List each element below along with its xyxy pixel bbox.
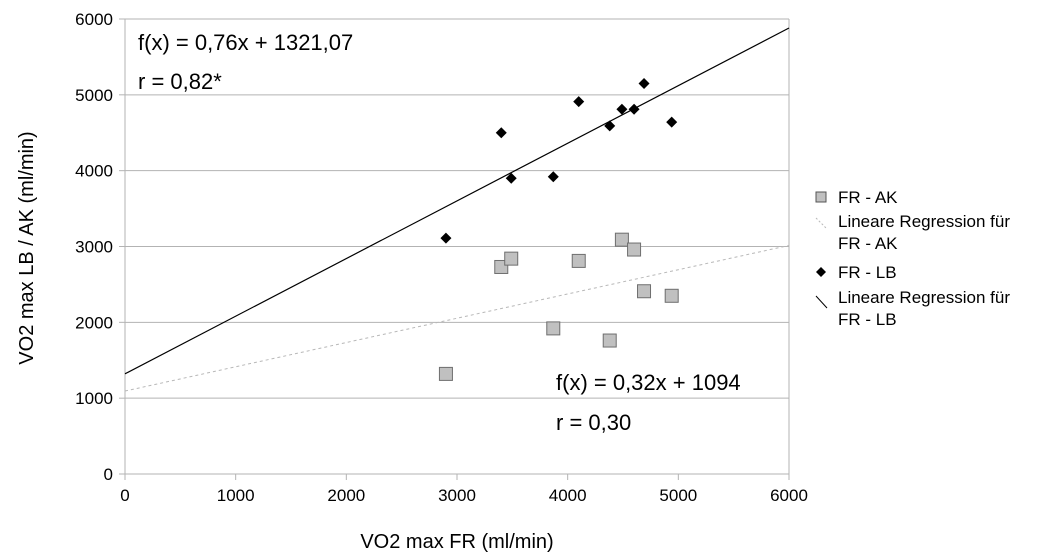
- x-tick-label: 1000: [217, 486, 255, 505]
- point-fr-ak: [602, 333, 617, 348]
- regression-line-fr-ak: [124, 244, 790, 392]
- legend-label-fr-ak: FR - AK: [838, 188, 898, 207]
- legend-label-ak-regression-line1: Lineare Regression für: [838, 212, 1010, 231]
- regression-lines: [124, 27, 790, 392]
- legend-square-marker: [815, 191, 827, 203]
- lb-correlation: r = 0,82*: [138, 69, 222, 94]
- tick-labels: 0 1000 2000 3000 4000 5000 6000 0 1000 2000 3000 40…: [75, 10, 808, 505]
- point-fr-lb: [638, 77, 650, 89]
- ak-correlation: r = 0,30: [556, 410, 631, 435]
- point-fr-lb: [495, 127, 507, 139]
- point-fr-ak: [546, 321, 561, 336]
- point-fr-ak: [627, 242, 642, 257]
- regression-line-fr-lb: [124, 27, 790, 375]
- x-tick-label: 6000: [770, 486, 808, 505]
- point-fr-lb: [440, 232, 452, 244]
- x-tick-label: 3000: [438, 486, 476, 505]
- point-fr-ak: [438, 366, 453, 381]
- point-fr-lb: [604, 120, 616, 132]
- x-tick-label: 5000: [659, 486, 697, 505]
- point-fr-lb: [616, 103, 628, 115]
- x-tick-label: 0: [120, 486, 129, 505]
- y-tick-label: 6000: [75, 10, 113, 29]
- lb-regression-equation: f(x) = 0,76x + 1321,07: [138, 30, 353, 55]
- legend-diamond-marker: [816, 267, 826, 277]
- point-fr-lb: [547, 171, 559, 183]
- legend: FR - AK Lineare Regression für FR - AK F…: [815, 188, 1010, 329]
- x-axis-title: VO2 max FR (ml/min): [360, 531, 553, 553]
- grid-lines: [119, 18, 790, 480]
- y-tick-label: 0: [104, 465, 113, 484]
- y-tick-label: 5000: [75, 86, 113, 105]
- x-tick-label: 2000: [327, 486, 365, 505]
- ak-regression-equation: f(x) = 0,32x + 1094: [556, 370, 741, 395]
- point-fr-lb: [666, 116, 678, 128]
- point-fr-ak: [637, 284, 652, 299]
- legend-label-lb-regression-line1: Lineare Regression für: [838, 288, 1010, 307]
- legend-label-ak-regression-line2: FR - AK: [838, 234, 898, 253]
- y-tick-label: 4000: [75, 162, 113, 181]
- point-fr-lb: [573, 96, 585, 108]
- y-tick-label: 2000: [75, 313, 113, 332]
- y-axis-title: VO2 max LB / AK (ml/min): [16, 131, 38, 364]
- point-fr-ak: [504, 251, 519, 266]
- plot-area: [124, 19, 790, 474]
- point-fr-lb: [505, 172, 517, 184]
- point-fr-ak: [571, 253, 586, 268]
- data-points: [438, 77, 679, 381]
- legend-label-lb-regression-line2: FR - LB: [838, 310, 897, 329]
- point-fr-ak: [664, 288, 679, 303]
- y-tick-label: 1000: [75, 389, 113, 408]
- legend-solid-line-marker: [815, 295, 828, 309]
- legend-dashed-line-marker: [815, 217, 827, 229]
- point-fr-ak: [614, 232, 629, 247]
- x-tick-label: 4000: [549, 486, 587, 505]
- legend-label-fr-lb: FR - LB: [838, 263, 897, 282]
- point-fr-lb: [628, 103, 640, 115]
- y-tick-label: 3000: [75, 238, 113, 257]
